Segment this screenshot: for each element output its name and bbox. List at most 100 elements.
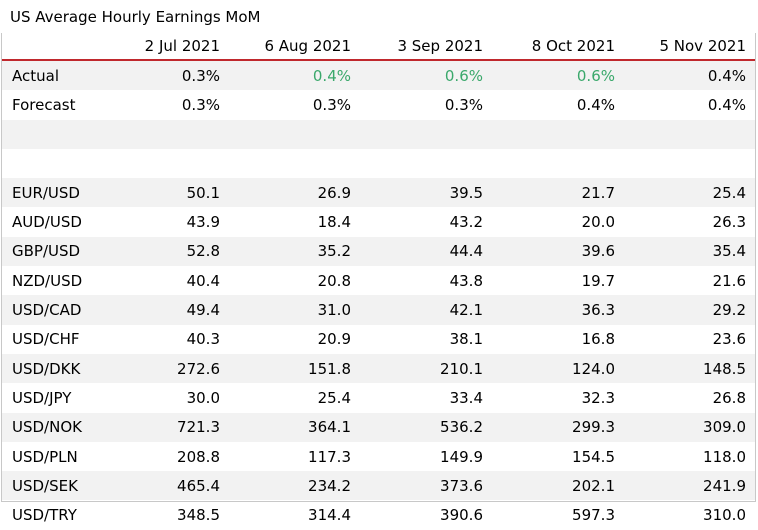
table-cell: 124.0 [572, 359, 615, 378]
table-cell: 202.1 [572, 476, 615, 495]
table-cell: 50.1 [186, 183, 220, 202]
table-row: USD/DKK 272.6 151.8 210.1 124.0 148.5 [2, 353, 755, 384]
table-row: Forecast 0.3% 0.3% 0.3% 0.4% 0.4% [2, 90, 755, 119]
table-cell: 49.4 [186, 301, 220, 320]
table-cell: 154.5 [572, 447, 615, 466]
table-cell: 18.4 [317, 213, 351, 232]
table-row [2, 119, 755, 149]
table-cell: 118.0 [703, 447, 746, 466]
table-cell: 20.9 [317, 330, 351, 349]
row-label: USD/JPY [12, 388, 72, 407]
table-cell: 465.4 [177, 476, 220, 495]
table-cell: 0.6% [444, 66, 483, 85]
table-cell: 210.1 [440, 359, 483, 378]
earnings-table: 2 Jul 2021 6 Aug 2021 3 Sep 2021 8 Oct 2… [1, 33, 756, 524]
table-cell: 19.7 [581, 271, 615, 290]
row-label: USD/CAD [12, 301, 82, 320]
table-row: USD/SEK 465.4 234.2 373.6 202.1 241.9 [2, 471, 755, 501]
table-cell: 33.4 [449, 388, 483, 407]
table-cell: 42.1 [449, 301, 483, 320]
table-row: USD/CAD 49.4 31.0 42.1 36.3 29.2 [2, 295, 755, 325]
table-cell: 314.4 [308, 506, 351, 525]
table-cell: 310.0 [703, 506, 746, 525]
table-cell: 0.4% [312, 66, 351, 85]
table-row: USD/JPY 30.0 25.4 33.4 32.3 26.8 [2, 383, 755, 412]
earnings-table-panel: US Average Hourly Earnings MoM 2 Jul 202… [1, 8, 756, 524]
table-row: NZD/USD 40.4 20.8 43.8 19.7 21.6 [2, 266, 755, 295]
table-cell: 0.4% [707, 66, 746, 85]
table-cell: 31.0 [317, 301, 351, 320]
table-body: Actual 0.3% 0.4% 0.6% 0.6% 0.4% Forecast 0.3% 0.… [2, 61, 755, 530]
table-cell: 151.8 [308, 359, 351, 378]
table-row: USD/TRY 348.5 314.4 390.6 597.3 310.0 [2, 500, 755, 529]
table-cell: 52.8 [186, 242, 220, 261]
table-cell: 39.5 [449, 183, 483, 202]
table-cell: 35.2 [317, 242, 351, 261]
table-cell: 21.7 [581, 183, 615, 202]
row-label: USD/PLN [12, 447, 78, 466]
table-cell: 208.8 [177, 447, 220, 466]
table-cell: 35.4 [712, 242, 746, 261]
table-cell: 38.1 [449, 330, 483, 349]
table-cell: 26.9 [317, 183, 351, 202]
table-row: GBP/USD 52.8 35.2 44.4 39.6 35.4 [2, 236, 755, 267]
table-cell: 364.1 [308, 418, 351, 437]
table-cell: 20.8 [317, 271, 351, 290]
table-cell: 373.6 [440, 476, 483, 495]
table-cell: 309.0 [703, 418, 746, 437]
row-label: USD/CHF [12, 330, 80, 349]
table-cell: 390.6 [440, 506, 483, 525]
table-row: USD/NOK 721.3 364.1 536.2 299.3 309.0 [2, 412, 755, 442]
table-cell: 299.3 [572, 418, 615, 437]
table-title: US Average Hourly Earnings MoM [10, 8, 261, 26]
table-cell: 43.9 [186, 213, 220, 232]
table-cell: 117.3 [308, 447, 351, 466]
row-label: AUD/USD [12, 213, 82, 232]
table-cell: 272.6 [177, 359, 220, 378]
row-label: USD/DKK [12, 359, 81, 378]
table-cell: 40.3 [186, 330, 220, 349]
table-row: AUD/USD 43.9 18.4 43.2 20.0 26.3 [2, 207, 755, 236]
table-cell: 721.3 [177, 418, 220, 437]
table-cell: 23.6 [712, 330, 746, 349]
table-row: Actual 0.3% 0.4% 0.6% 0.6% 0.4% [2, 61, 755, 91]
column-header: 3 Sep 2021 [397, 37, 483, 55]
table-cell: 26.3 [712, 213, 746, 232]
table-cell: 26.8 [712, 388, 746, 407]
table-cell: 0.3% [444, 95, 483, 114]
table-cell: 29.2 [712, 301, 746, 320]
table-cell: 32.3 [581, 388, 615, 407]
column-header: 6 Aug 2021 [264, 37, 351, 55]
row-label: NZD/USD [12, 271, 83, 290]
row-label: USD/NOK [12, 418, 82, 437]
table-cell: 39.6 [581, 242, 615, 261]
table-cell: 0.4% [576, 95, 615, 114]
table-cell: 234.2 [308, 476, 351, 495]
table-cell: 536.2 [440, 418, 483, 437]
table-cell: 0.3% [181, 66, 220, 85]
row-label: USD/SEK [12, 476, 78, 495]
table-row [2, 149, 755, 178]
table-cell: 0.3% [312, 95, 351, 114]
table-cell: 25.4 [317, 388, 351, 407]
table-header-row: 2 Jul 2021 6 Aug 2021 3 Sep 2021 8 Oct 2… [2, 33, 755, 61]
column-header: 2 Jul 2021 [144, 37, 220, 55]
table-cell: 0.4% [707, 95, 746, 114]
table-row: USD/CHF 40.3 20.9 38.1 16.8 23.6 [2, 325, 755, 354]
table-cell: 241.9 [703, 476, 746, 495]
column-header: 5 Nov 2021 [659, 37, 746, 55]
table-cell: 43.8 [449, 271, 483, 290]
table-cell: 148.5 [703, 359, 746, 378]
table-cell: 25.4 [712, 183, 746, 202]
row-label: USD/TRY [12, 506, 77, 525]
table-cell: 16.8 [581, 330, 615, 349]
row-label: EUR/USD [12, 183, 80, 202]
column-header: 8 Oct 2021 [531, 37, 615, 55]
row-label: GBP/USD [12, 242, 81, 261]
table-cell: 21.6 [712, 271, 746, 290]
table-cell: 597.3 [572, 506, 615, 525]
table-cell: 20.0 [581, 213, 615, 232]
table-cell: 40.4 [186, 271, 220, 290]
table-row: USD/PLN 208.8 117.3 149.9 154.5 118.0 [2, 442, 755, 471]
table-cell: 36.3 [581, 301, 615, 320]
